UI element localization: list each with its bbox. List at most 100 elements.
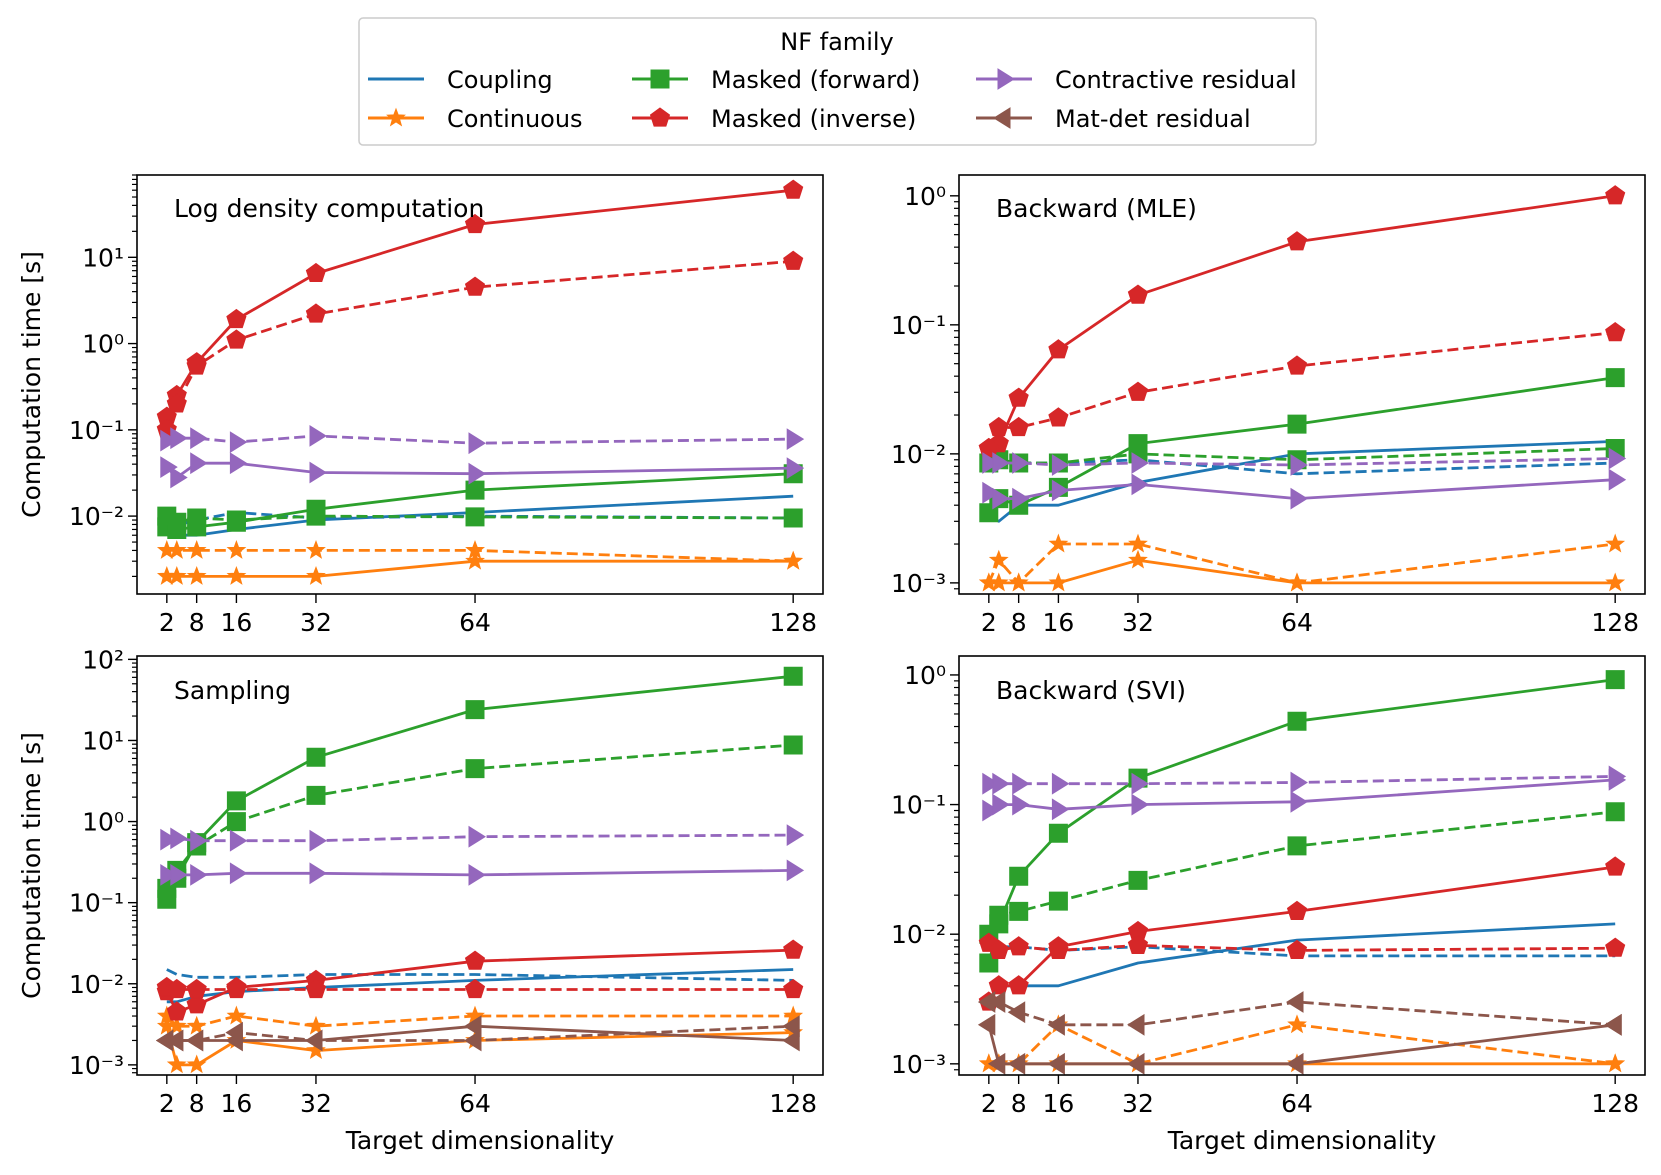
plot-frame: [136, 655, 824, 1076]
x-tick-label: 128: [1591, 608, 1639, 637]
data-point-continuous: [186, 1015, 207, 1035]
data-point-contractive_residual: [1290, 487, 1308, 510]
data-point-contractive_residual: [190, 829, 208, 852]
data-point-contractive_residual: [160, 429, 178, 452]
x-tick-label: 128: [1591, 1089, 1639, 1118]
data-point-masked_forward: [465, 507, 485, 527]
series-line-coupling-dashed: [166, 968, 794, 982]
legend-marker-masked_forward: [650, 69, 670, 89]
data-point-contractive_residual: [229, 452, 248, 475]
data-point-masked_forward: [306, 785, 326, 805]
data-point-masked_forward: [1605, 670, 1625, 690]
x-tick-label: 32: [1122, 1089, 1154, 1118]
data-point-contractive_residual: [190, 427, 208, 450]
data-point-contractive_residual: [170, 827, 188, 850]
x-tick-label: 128: [769, 1089, 817, 1118]
data-point-masked_inverse: [305, 262, 327, 282]
x-tick-label: 64: [459, 608, 491, 637]
x-tick-label: 16: [221, 608, 253, 637]
data-point-contractive_residual: [190, 452, 208, 475]
data-point-masked_forward: [1048, 823, 1068, 843]
data-point-matdet_residual: [1604, 1013, 1622, 1036]
data-point-masked_forward: [783, 508, 803, 528]
data-point-matdet_residual: [1007, 1001, 1026, 1024]
data-point-contractive_residual: [160, 863, 178, 886]
data-point-continuous: [166, 1015, 187, 1035]
data-point-contractive_residual: [982, 772, 1000, 795]
data-point-contractive_residual: [468, 863, 486, 886]
data-point-masked_inverse: [1048, 407, 1069, 427]
data-point-masked_forward: [1287, 836, 1307, 856]
y-axis-label: Computation time [s]: [17, 732, 46, 999]
y-tick-label: 10⁻²: [891, 440, 946, 469]
data-point-masked_inverse: [305, 303, 327, 323]
data-point-continuous: [1605, 1053, 1626, 1073]
data-point-contractive_residual: [468, 825, 486, 848]
data-point-masked_inverse: [1127, 284, 1149, 304]
data-point-contractive_residual: [229, 862, 248, 885]
x-tick-label: 2: [981, 608, 997, 637]
data-point-masked_inverse: [988, 939, 1009, 959]
x-tick-label: 2: [159, 608, 175, 637]
legend-entry-masked_inverse: Masked (inverse): [632, 105, 916, 133]
data-point-continuous: [166, 1054, 187, 1074]
data-point-matdet_residual: [987, 991, 1006, 1013]
data-point-masked_inverse: [186, 355, 207, 375]
legend-title: NF family: [780, 28, 893, 56]
y-tick-label: 10²: [82, 645, 124, 674]
data-point-continuous: [1605, 572, 1626, 592]
y-tick-label: 10¹: [82, 243, 124, 272]
data-point-masked_inverse: [1286, 939, 1308, 959]
data-point-continuous: [1287, 1014, 1307, 1034]
data-point-matdet_residual: [987, 1052, 1006, 1075]
y-tick-label: 10⁻¹: [69, 889, 124, 918]
data-point-contractive_residual: [170, 427, 188, 450]
data-point-contractive_residual: [1012, 793, 1030, 816]
data-point-continuous: [1048, 533, 1069, 553]
data-point-contractive_residual: [309, 862, 327, 885]
data-point-masked_forward: [1009, 901, 1029, 921]
data-point-contractive_residual: [992, 772, 1010, 795]
y-tick-label: 10⁻¹: [69, 416, 124, 445]
data-point-masked_inverse: [464, 276, 486, 296]
data-point-masked_inverse: [166, 1001, 187, 1021]
data-point-continuous: [783, 550, 804, 570]
data-point-continuous: [978, 572, 999, 592]
legend-entry-continuous: Continuous: [368, 105, 583, 133]
x-tick-label: 32: [1122, 608, 1154, 637]
data-point-masked_inverse: [464, 978, 486, 999]
data-point-continuous: [186, 1054, 207, 1074]
data-point-contractive_residual: [1131, 793, 1149, 816]
data-point-contractive_residual: [1051, 772, 1070, 795]
data-point-contractive_residual: [190, 863, 208, 886]
plot-frame: [958, 174, 1646, 595]
data-point-contractive_residual: [786, 428, 805, 451]
data-point-masked_inverse: [1127, 381, 1149, 401]
y-tick-label: 10⁻³: [69, 1051, 124, 1080]
data-point-continuous: [465, 550, 485, 570]
data-point-continuous: [1128, 533, 1148, 553]
data-point-matdet_residual: [977, 1013, 996, 1036]
data-point-matdet_residual: [782, 1015, 800, 1038]
legend-marker-matdet_residual: [993, 107, 1011, 129]
data-point-masked_inverse: [1127, 934, 1149, 954]
data-point-matdet_residual: [1127, 1052, 1145, 1075]
data-point-continuous: [166, 565, 187, 585]
legend-marker-contractive_residual: [997, 68, 1015, 90]
data-point-masked_forward: [167, 512, 187, 532]
panel-2: 10⁻³ 10⁻² 10⁻¹ 10⁰ 2 8 16 32 64 128 Backward (MLE): [891, 174, 1646, 637]
data-point-contractive_residual: [982, 799, 1000, 822]
data-point-contractive_residual: [1131, 772, 1149, 795]
data-point-contractive_residual: [309, 424, 327, 447]
panel-4: 10⁻³ 10⁻² 10⁻¹ 10⁰ 2 8 16 32 64 128 Backward (SVI)…: [891, 655, 1646, 1155]
data-point-contractive_residual: [1290, 790, 1308, 813]
x-tick-label: 64: [459, 1089, 491, 1118]
data-point-matdet_residual: [782, 1029, 800, 1052]
data-point-contractive_residual: [468, 432, 486, 455]
data-point-masked_forward: [783, 735, 803, 755]
data-point-masked_inverse: [1008, 416, 1029, 437]
data-point-matdet_residual: [165, 1029, 184, 1052]
data-point-contractive_residual: [1012, 487, 1030, 510]
x-tick-label: 8: [1011, 608, 1027, 637]
